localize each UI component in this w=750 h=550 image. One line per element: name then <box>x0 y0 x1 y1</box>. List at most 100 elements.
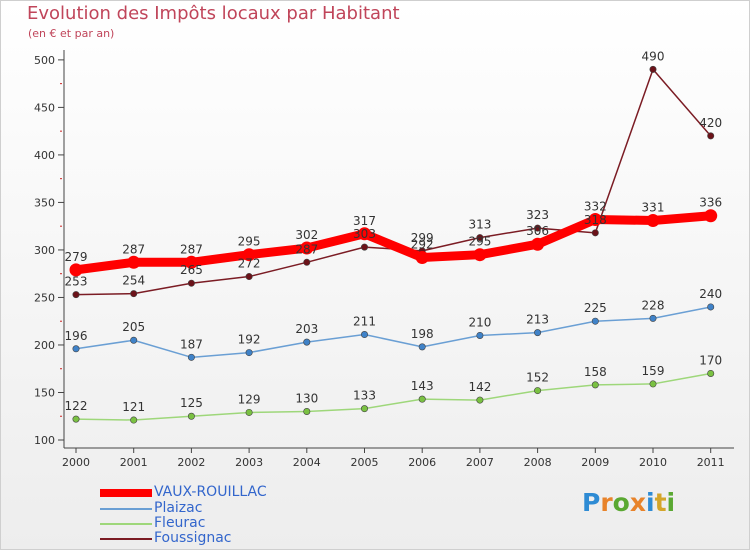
data-point-foussignac-2003 <box>245 273 253 281</box>
chart-subtitle: (en € et par an) <box>28 27 115 40</box>
x-tick-label-2004: 2004 <box>293 456 321 469</box>
data-point-plaizac-2011 <box>707 303 715 311</box>
data-point-plaizac-2005 <box>360 331 368 339</box>
data-point-foussignac-2001 <box>130 290 138 298</box>
data-label-foussignac-2007: 313 <box>468 218 491 232</box>
data-label-plaizac-2005: 211 <box>353 315 376 329</box>
data-label-foussignac-2011: 420 <box>699 116 722 130</box>
data-label-foussignac-2003: 272 <box>238 257 261 271</box>
data-point-fleurac-2007 <box>476 396 484 404</box>
data-point-plaizac-2008 <box>534 329 542 337</box>
data-label-vaux-rouillac-2010: 331 <box>642 200 665 214</box>
data-label-plaizac-2003: 192 <box>238 333 261 347</box>
y-tick-label-200: 200 <box>34 339 55 352</box>
logo-letter: i <box>666 488 676 517</box>
data-label-fleurac-2002: 125 <box>180 396 203 410</box>
data-label-plaizac-2010: 228 <box>642 298 665 312</box>
data-label-vaux-rouillac-2001: 287 <box>122 242 145 256</box>
chart-title: Evolution des Impôts locaux par Habitant <box>27 3 400 24</box>
data-label-plaizac-2002: 187 <box>180 337 203 351</box>
legend-item-fleurac: Fleurac <box>100 515 300 532</box>
y-tick-label-250: 250 <box>34 291 55 304</box>
series-line-vaux-rouillac <box>71 211 716 275</box>
legend-swatch-plaizac <box>100 508 152 510</box>
data-label-vaux-rouillac-2006: 292 <box>411 238 434 252</box>
data-label-vaux-rouillac-2008: 306 <box>526 224 549 238</box>
legend-label-fleurac: Fleurac <box>154 515 206 531</box>
data-label-vaux-rouillac-2004: 302 <box>295 228 318 242</box>
data-label-foussignac-2005: 303 <box>353 227 376 241</box>
x-tick-label-2000: 2000 <box>62 456 90 469</box>
data-label-foussignac-2002: 265 <box>180 263 203 277</box>
data-point-plaizac-2010 <box>649 314 657 322</box>
legend-label-vaux-rouillac: VAUX-ROUILLAC <box>154 484 267 500</box>
legend-label-plaizac: Plaizac <box>154 500 203 516</box>
logo-letter: t <box>654 488 667 517</box>
data-label-plaizac-2008: 213 <box>526 313 549 327</box>
logo-letter: P <box>582 488 601 517</box>
data-point-vaux-rouillac-2007 <box>473 248 487 262</box>
logo-letter: i <box>646 488 655 517</box>
data-label-foussignac-2004: 287 <box>295 242 318 256</box>
legend-swatch-foussignac <box>100 538 152 540</box>
data-label-vaux-rouillac-2009: 332 <box>584 200 607 214</box>
data-point-foussignac-2007 <box>476 234 484 242</box>
x-tick-label-2008: 2008 <box>524 456 552 469</box>
y-tick-label-350: 350 <box>34 196 55 209</box>
legend-item-vaux-rouillac: VAUX-ROUILLAC <box>100 484 300 501</box>
data-label-plaizac-2011: 240 <box>699 287 722 301</box>
data-label-fleurac-2000: 122 <box>65 399 88 413</box>
data-label-plaizac-2000: 196 <box>65 329 88 343</box>
y-tick-label-100: 100 <box>34 434 55 447</box>
data-point-fleurac-2005 <box>360 405 368 413</box>
data-point-vaux-rouillac-2000 <box>69 263 83 277</box>
data-point-plaizac-2000 <box>72 345 80 353</box>
data-point-plaizac-2003 <box>245 349 253 357</box>
data-point-vaux-rouillac-2005 <box>358 227 371 241</box>
data-point-fleurac-2004 <box>303 407 311 415</box>
data-point-fleurac-2006 <box>418 395 426 403</box>
data-point-fleurac-2001 <box>130 416 138 424</box>
data-point-vaux-rouillac-2011 <box>704 209 718 223</box>
legend-item-plaizac: Plaizac <box>100 500 300 517</box>
data-point-vaux-rouillac-2002 <box>184 255 198 269</box>
data-label-fleurac-2010: 159 <box>642 364 665 378</box>
data-point-vaux-rouillac-2008 <box>531 237 545 251</box>
data-point-fleurac-2003 <box>245 408 253 416</box>
data-point-plaizac-2007 <box>476 331 484 339</box>
y-tick-label-150: 150 <box>34 386 55 399</box>
data-point-plaizac-2004 <box>303 338 311 346</box>
data-point-foussignac-2009 <box>591 229 599 237</box>
legend-swatch-fleurac <box>100 523 152 525</box>
data-label-vaux-rouillac-2005: 317 <box>353 214 376 228</box>
data-point-vaux-rouillac-2009 <box>588 213 602 227</box>
data-point-foussignac-2011 <box>707 132 715 140</box>
data-point-plaizac-2006 <box>418 343 426 351</box>
data-point-fleurac-2009 <box>591 381 599 389</box>
data-label-foussignac-2009: 318 <box>584 213 607 227</box>
legend-label-foussignac: Foussignac <box>154 530 232 546</box>
legend-item-foussignac: Foussignac <box>100 530 300 547</box>
data-label-vaux-rouillac-2011: 336 <box>699 196 722 210</box>
data-point-vaux-rouillac-2004 <box>300 241 314 255</box>
data-point-fleurac-2008 <box>534 387 542 395</box>
data-point-foussignac-2010 <box>649 65 657 73</box>
data-point-foussignac-2000 <box>72 291 80 299</box>
data-label-fleurac-2004: 130 <box>295 391 318 405</box>
data-point-fleurac-2011 <box>707 369 715 377</box>
data-label-plaizac-2001: 205 <box>122 320 145 334</box>
data-point-vaux-rouillac-2003 <box>242 248 256 262</box>
series-line-plaizac <box>75 306 712 359</box>
data-label-fleurac-2005: 133 <box>353 389 376 403</box>
x-tick-label-2009: 2009 <box>581 456 609 469</box>
data-label-plaizac-2006: 198 <box>411 327 434 341</box>
data-label-vaux-rouillac-2000: 279 <box>65 250 88 264</box>
data-label-vaux-rouillac-2007: 295 <box>468 235 491 249</box>
x-tick-label-2011: 2011 <box>697 456 725 469</box>
data-label-vaux-rouillac-2003: 295 <box>238 235 261 249</box>
data-label-fleurac-2007: 142 <box>468 380 491 394</box>
data-point-vaux-rouillac-2010 <box>646 213 660 227</box>
data-label-plaizac-2004: 203 <box>295 322 318 336</box>
logo-letter: o <box>612 488 630 517</box>
data-point-fleurac-2000 <box>72 415 80 423</box>
